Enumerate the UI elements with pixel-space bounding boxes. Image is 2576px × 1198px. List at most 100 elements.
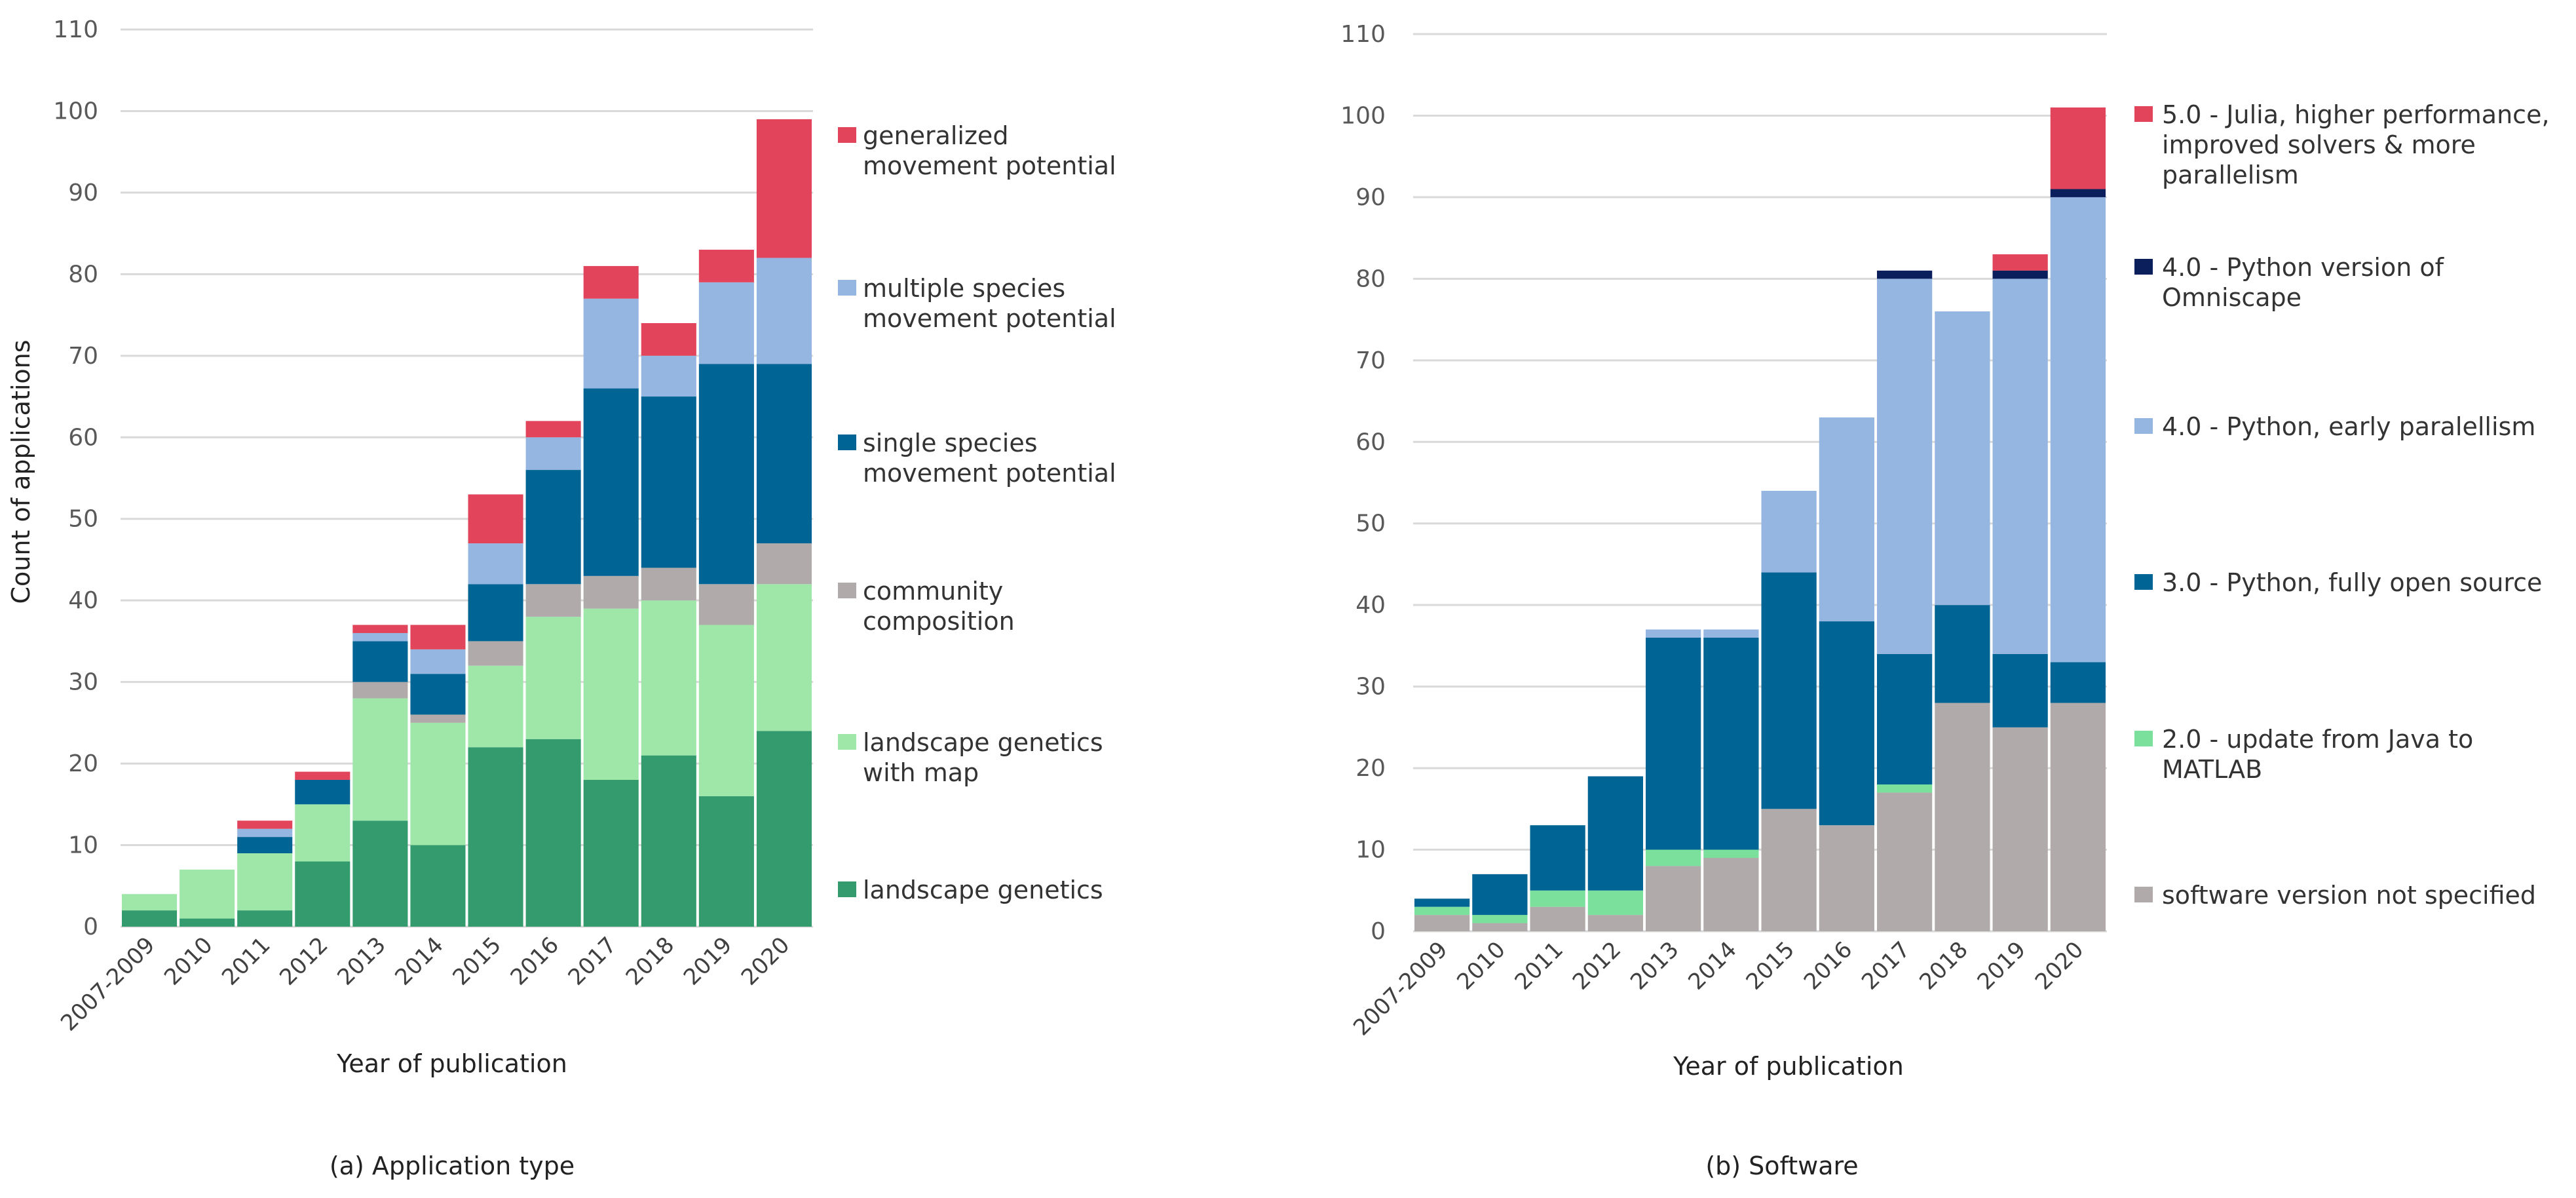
x-tick-label: 2019: [679, 932, 737, 990]
bar-segment: [1472, 923, 1528, 931]
bar-segment: [641, 355, 696, 397]
bar-segment: [756, 543, 812, 585]
bar-segment: [1992, 653, 2048, 727]
legend-swatch: [838, 734, 856, 750]
chart-caption: (a) Application type: [330, 1151, 575, 1180]
bar-segment: [1761, 490, 1817, 573]
bar-segment: [756, 731, 812, 927]
bar-segment: [1703, 857, 1759, 931]
bar-segment: [1819, 825, 1874, 931]
bar-segment: [237, 837, 293, 853]
bar-segment: [352, 821, 408, 927]
bar-segment: [698, 796, 754, 927]
bar-segment: [583, 298, 639, 389]
x-tick-label: 2011: [217, 932, 275, 990]
y-tick-label: 80: [68, 261, 98, 288]
bar-segment: [2050, 703, 2106, 931]
bar-segment: [410, 649, 466, 674]
legend-label: 3.0 - Python, fully open source: [2162, 568, 2542, 597]
bar-segment: [180, 918, 235, 927]
x-tick-label: 2018: [621, 932, 679, 990]
bar-segment: [698, 584, 754, 625]
x-tick-label: 2020: [2030, 937, 2089, 995]
chart-application-type: 01020304050607080901001102007-2009201020…: [7, 16, 1116, 1180]
bar-segment: [1935, 605, 1990, 703]
bar-segment: [1877, 792, 1933, 931]
chart-software: 01020304050607080901001102007-2009201020…: [1340, 21, 2549, 1180]
bar-segment: [410, 625, 466, 649]
bar-segment: [352, 641, 408, 682]
x-tick-label: 2015: [447, 932, 506, 990]
legend-label-line: parallelism: [2162, 161, 2299, 189]
bar-segment: [468, 543, 523, 585]
bar-segment: [1703, 849, 1759, 858]
legend-label-line: software version not specified: [2162, 881, 2536, 910]
legend-swatch: [838, 280, 856, 296]
bar-segment: [468, 747, 523, 927]
legend-swatch: [838, 881, 856, 897]
bar-segment: [352, 625, 408, 633]
bar-segment: [756, 119, 812, 258]
bar-segment: [1414, 915, 1470, 931]
bar-segment: [1819, 417, 1874, 622]
legend-label: community composition: [863, 577, 1015, 636]
y-tick-label: 40: [68, 587, 98, 614]
bar-segment: [122, 894, 178, 911]
y-tick-label: 20: [68, 750, 98, 777]
bar-segment: [583, 265, 639, 299]
bar-segment: [295, 771, 350, 780]
legend-label-line: with map: [863, 758, 979, 787]
x-tick-label: 2010: [159, 932, 218, 990]
bar-segment: [295, 779, 350, 805]
bar-segment: [698, 282, 754, 364]
x-tick-label: 2010: [1452, 937, 1510, 995]
legend-label-line: generalized: [863, 121, 1008, 150]
bar-segment: [1761, 572, 1817, 809]
bar-segment: [237, 821, 293, 829]
legend-label-line: 4.0 - Python, early paralellism: [2162, 412, 2535, 441]
bar-segment: [756, 258, 812, 364]
y-tick-label: 20: [1355, 755, 1386, 782]
x-tick-label: 2020: [736, 932, 795, 990]
legend-label-line: movement potential: [863, 304, 1116, 333]
bar-segment: [1646, 849, 1701, 866]
legend-label-line: multiple species: [863, 274, 1065, 303]
bar-segment: [698, 250, 754, 282]
legend-label: landscape genetics with map: [863, 728, 1103, 787]
bar-segment: [122, 910, 178, 927]
y-tick-label: 100: [53, 98, 98, 125]
bar-segment: [410, 714, 466, 723]
legend-swatch: [2134, 259, 2153, 275]
legend-label-line: single species: [863, 429, 1038, 457]
bar-segment: [1761, 809, 1817, 931]
y-tick-label: 50: [68, 506, 98, 533]
bar-segment: [1587, 890, 1643, 916]
bar-segment: [1992, 270, 2048, 279]
bar-segment: [641, 755, 696, 927]
legend-label-line: 2.0 - update from Java to: [2162, 725, 2473, 754]
bar-segment: [468, 584, 523, 642]
legend-label-line: MATLAB: [2162, 755, 2262, 784]
y-tick-label: 70: [68, 343, 98, 370]
legend-label: software version not specified: [2162, 881, 2536, 910]
y-tick-label: 40: [1355, 592, 1386, 619]
legend-label: single species movement potential: [863, 429, 1116, 488]
x-tick-label: 2014: [1683, 937, 1741, 995]
y-tick-label: 10: [68, 832, 98, 859]
bar-segment: [583, 608, 639, 780]
bar-segment: [525, 437, 581, 471]
bar-segment: [1414, 898, 1470, 907]
x-tick-label: 2019: [1973, 937, 2031, 995]
bar-segment: [295, 861, 350, 927]
y-tick-label: 70: [1355, 347, 1386, 374]
bar-segment: [2050, 662, 2106, 703]
y-tick-label: 30: [68, 669, 98, 696]
bar-segment: [1877, 653, 1933, 784]
legend-label-line: 3.0 - Python, fully open source: [2162, 568, 2542, 597]
bar-segment: [1877, 784, 1933, 793]
x-tick-label: 2007-2009: [1348, 937, 1452, 1041]
bar-segment: [1472, 874, 1528, 916]
legend-label: landscape genetics: [863, 876, 1103, 904]
legend-label-line: improved solvers & more: [2162, 130, 2476, 159]
x-tick-label: 2011: [1510, 937, 1568, 995]
